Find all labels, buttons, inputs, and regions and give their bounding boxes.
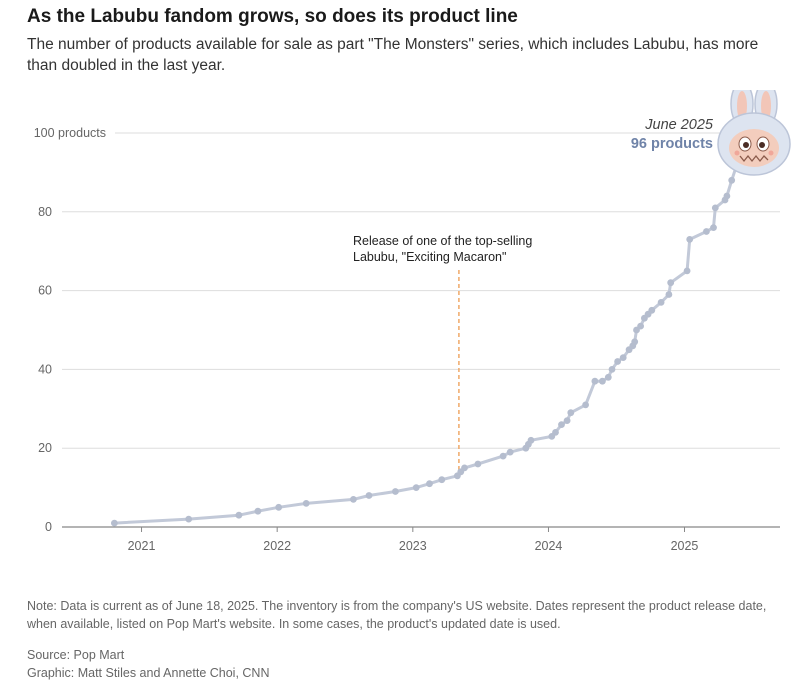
- y-tick-label: 40: [38, 362, 52, 376]
- series: [111, 147, 744, 527]
- data-point: [710, 224, 717, 232]
- annotation: Release of one of the top-selling Labubu,…: [353, 234, 532, 476]
- data-point: [350, 496, 357, 503]
- data-point: [474, 460, 482, 468]
- data-point: [499, 452, 507, 460]
- source-line: Source: Pop Mart: [27, 648, 125, 662]
- y-tick-label: 60: [38, 284, 52, 298]
- data-point: [686, 236, 694, 243]
- data-point: [637, 322, 644, 330]
- data-point: [426, 480, 433, 488]
- data-point: [563, 417, 571, 424]
- series-line: [112, 147, 744, 525]
- data-point: [506, 448, 514, 456]
- callout: June 2025 96 products: [631, 117, 714, 152]
- x-tick-label: 2022: [263, 539, 291, 553]
- chart-title: As the Labubu fandom grows, so does its …: [27, 6, 518, 27]
- data-point: [567, 409, 575, 417]
- data-point: [703, 228, 710, 235]
- y-tick-label: 20: [38, 441, 52, 455]
- data-point: [657, 299, 665, 306]
- annotation-text-line1: Release of one of the top-selling: [353, 234, 532, 248]
- data-point: [599, 377, 606, 385]
- chart-note: Note: Data is current as of June 18, 202…: [27, 599, 767, 631]
- x-tick-label: 2021: [128, 539, 156, 553]
- data-point: [667, 279, 675, 287]
- data-point: [683, 267, 691, 275]
- data-point: [235, 511, 243, 519]
- annotation-text-line2: Labubu, "Exciting Macaron": [353, 250, 506, 264]
- data-point: [412, 484, 420, 491]
- data-point: [275, 503, 283, 511]
- data-point: [619, 354, 627, 361]
- data-point: [665, 291, 673, 298]
- y-tick-label: 80: [38, 205, 52, 219]
- data-point: [527, 436, 535, 444]
- data-point: [648, 306, 656, 314]
- x-tick-label: 2025: [671, 539, 699, 553]
- data-point: [608, 366, 616, 373]
- data-point: [614, 358, 621, 365]
- callout-date-label: June 2025: [644, 117, 714, 133]
- credit-line: Graphic: Matt Stiles and Annette Choi, C…: [27, 666, 270, 680]
- data-point: [111, 519, 118, 527]
- data-point: [365, 492, 373, 499]
- x-tick-label: 2023: [399, 539, 427, 553]
- data-point: [591, 377, 599, 385]
- x-axis: 2021 2022 2023 2024 2025: [128, 527, 699, 553]
- y-tick-label: 100 products: [34, 126, 106, 140]
- data-point: [723, 192, 731, 200]
- y-axis: 0 20 40 60 80 100 products: [34, 126, 106, 534]
- grid-lines: [62, 132, 780, 528]
- data-point: [302, 500, 310, 507]
- data-point: [392, 488, 399, 495]
- data-point: [631, 338, 639, 346]
- data-point: [461, 464, 468, 472]
- data-point: [438, 476, 446, 484]
- data-point: [582, 401, 589, 409]
- data-point: [558, 421, 565, 428]
- data-point: [728, 176, 736, 184]
- data-point: [552, 429, 559, 436]
- x-tick-label: 2024: [535, 539, 563, 553]
- callout-value-label: 96 products: [631, 136, 713, 152]
- data-point: [711, 204, 719, 212]
- data-point: [185, 515, 193, 523]
- chart-source: Source: Pop Mart Graphic: Matt Stiles an…: [27, 646, 777, 682]
- labubu-mascot-icon: [717, 90, 791, 176]
- y-tick-label: 0: [45, 520, 52, 534]
- data-point: [254, 507, 262, 515]
- data-point: [604, 373, 612, 381]
- chart-subtitle: The number of products available for sal…: [27, 36, 759, 74]
